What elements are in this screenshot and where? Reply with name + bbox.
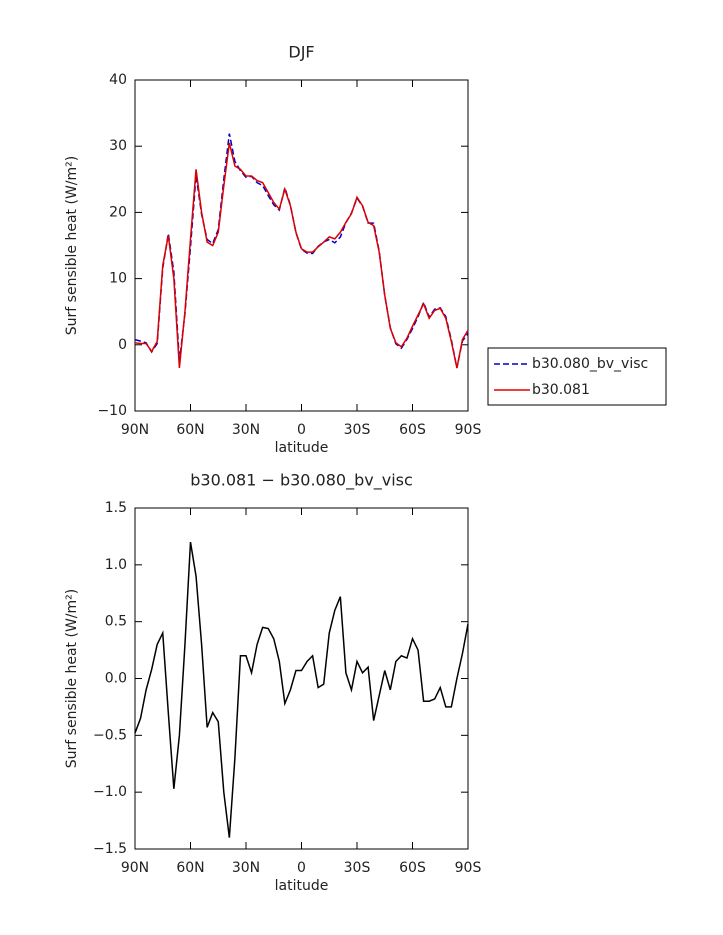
y-tick-label: −0.5 xyxy=(93,727,127,743)
legend-label: b30.081 xyxy=(532,382,590,398)
y-tick-label: 30 xyxy=(109,138,127,154)
y-tick-label: −1.0 xyxy=(93,784,127,800)
x-tick-label: 60N xyxy=(176,422,204,438)
x-tick-label: 60N xyxy=(176,860,204,876)
plot-frame xyxy=(134,507,469,850)
x-tick-label: 90S xyxy=(455,860,482,876)
x-tick-label: 90N xyxy=(121,860,149,876)
y-tick-label: 0.5 xyxy=(105,614,127,630)
y-axis-label: Surf sensible heat (W/m²) xyxy=(64,156,80,335)
data-line xyxy=(134,541,469,838)
x-tick-label: 60S xyxy=(399,860,426,876)
x-tick-label: 30S xyxy=(344,422,371,438)
legend-label: b30.080_bv_visc xyxy=(532,356,648,372)
y-tick-label: 0.0 xyxy=(105,671,127,687)
y-axis-label: Surf sensible heat (W/m²) xyxy=(64,589,80,768)
y-tick-label: 20 xyxy=(109,204,127,220)
chart-title: DJF xyxy=(288,43,314,62)
y-tick-label: 1.5 xyxy=(105,500,127,516)
y-tick-label: 10 xyxy=(109,271,127,287)
x-axis-label: latitude xyxy=(275,440,329,456)
legend-box xyxy=(487,347,667,406)
x-tick-label: 0 xyxy=(297,860,306,876)
x-tick-label: 90N xyxy=(121,422,149,438)
y-tick-label: −1.5 xyxy=(93,841,127,857)
x-tick-label: 30S xyxy=(344,860,371,876)
chart-title: b30.081 − b30.080_bv_visc xyxy=(190,471,413,491)
data-line xyxy=(134,142,469,369)
x-tick-label: 30N xyxy=(232,422,260,438)
plot-frame xyxy=(134,79,469,412)
x-tick-label: 30N xyxy=(232,860,260,876)
x-tick-label: 0 xyxy=(297,422,306,438)
x-axis-label: latitude xyxy=(275,878,329,894)
y-tick-label: 0 xyxy=(118,337,127,353)
y-tick-label: −10 xyxy=(97,403,127,419)
y-tick-label: 1.0 xyxy=(105,557,127,573)
y-tick-label: 40 xyxy=(109,72,127,88)
data-line xyxy=(134,133,469,369)
x-tick-label: 60S xyxy=(399,422,426,438)
x-tick-label: 90S xyxy=(455,422,482,438)
